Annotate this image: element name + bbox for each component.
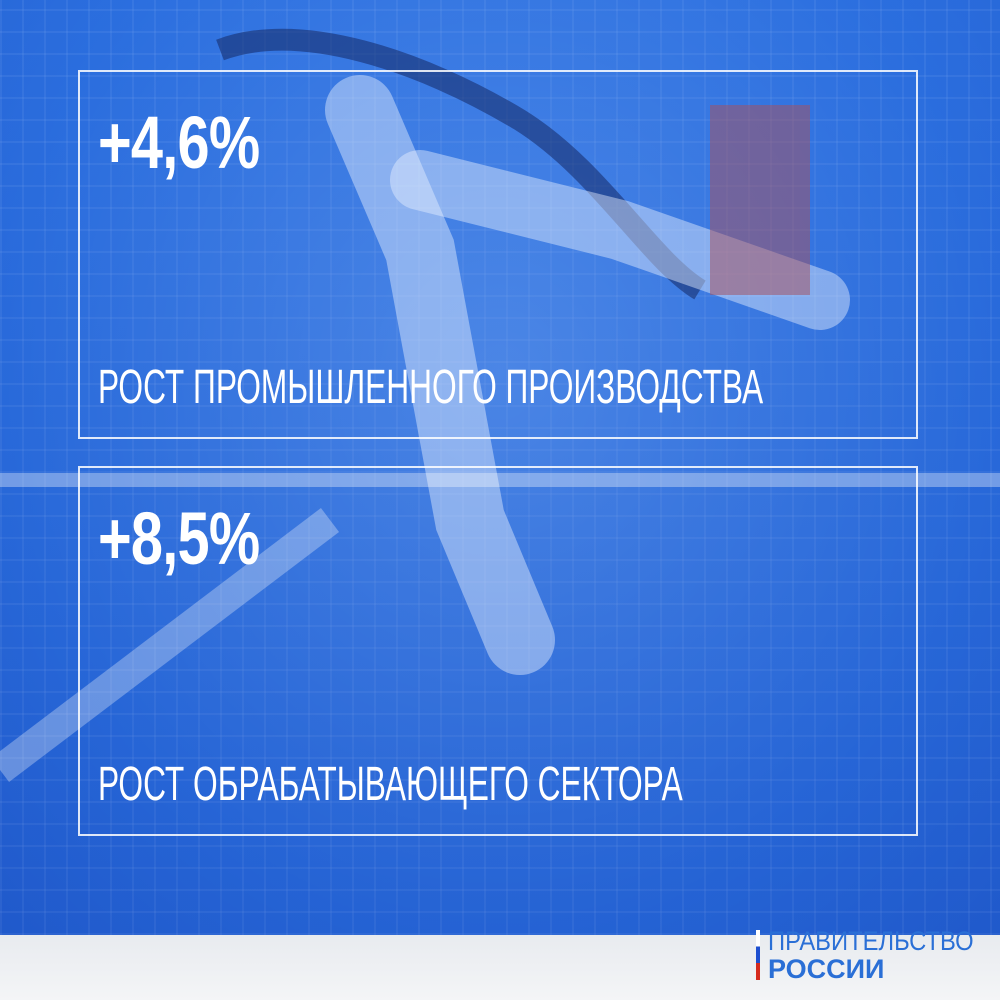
logo-line2: РОССИИ <box>768 954 885 984</box>
robot-arm-illustration <box>216 28 850 675</box>
stat-card-manufacturing: +8,5% РОСТ ОБРАБАТЫВАЮЩЕГО СЕКТОРА <box>78 466 918 836</box>
footer-bar <box>0 935 1000 1000</box>
stat-value: +8,5% <box>98 497 260 580</box>
stat-label: РОСТ ОБРАБАТЫВАЮЩЕГО СЕКТОРА <box>98 758 683 811</box>
logo-line1: ПРАВИТЕЛЬСТВО <box>768 926 974 956</box>
stat-value: +4,6% <box>98 101 260 184</box>
stat-label: РОСТ ПРОМЫШЛЕННОГО ПРОИЗВОДСТВА <box>98 361 764 414</box>
stat-card-industrial-production: +4,6% РОСТ ПРОМЫШЛЕННОГО ПРОИЗВОДСТВА <box>78 70 918 439</box>
flag-icon <box>756 930 760 980</box>
